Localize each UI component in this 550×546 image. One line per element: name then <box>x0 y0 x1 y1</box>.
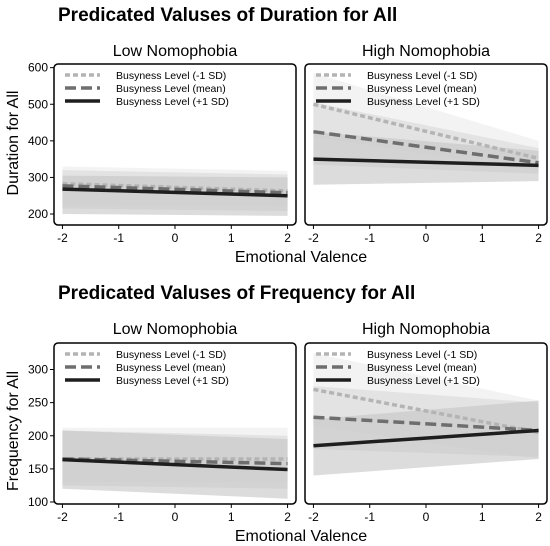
x-tick-label: -1 <box>364 510 375 524</box>
legend-label: Busyness Level (+1 SD) <box>116 96 229 108</box>
legend-label: Busyness Level (-1 SD) <box>116 70 226 82</box>
series-line-duration-low-2 <box>62 187 288 198</box>
series-line-duration-high-2 <box>313 157 539 168</box>
x-tick-label: -1 <box>364 231 375 245</box>
series-line-frequency-high-0 <box>313 387 539 435</box>
x-tick-label: -2 <box>308 510 319 524</box>
legend-label: Busyness Level (+1 SD) <box>116 375 229 387</box>
series-line-frequency-high-1 <box>313 415 539 433</box>
facet-label-frequency-high: High Nomophobia <box>362 321 490 338</box>
series-line-duration-low-1 <box>62 184 288 195</box>
chart-title-frequency: Predicated Valuses of Frequency for All <box>58 283 415 304</box>
plot-duration-low-nomophobia: -2 -1 0 1 2 200 300 400 500 600 Busyness Level (-1… <box>28 61 297 245</box>
x-tick-label: -2 <box>308 231 319 245</box>
y-tick-label: 400 <box>28 134 48 148</box>
x-tick-label: 2 <box>535 510 542 524</box>
x-tick-label: -2 <box>57 231 68 245</box>
legend-label: Busyness Level (mean) <box>116 83 226 95</box>
legend-label: Busyness Level (-1 SD) <box>116 349 226 361</box>
ci-band-duration-high-2 <box>313 131 539 185</box>
x-tick-label: -1 <box>113 231 124 245</box>
series-line-duration-high-1 <box>313 129 539 165</box>
x-axis-label-duration: Emotional Valence <box>235 249 367 266</box>
y-axis-label-duration: Duration for All <box>5 91 22 196</box>
y-tick-label: 100 <box>28 495 48 509</box>
x-tick-label: 2 <box>284 510 291 524</box>
y-tick-label: 300 <box>28 363 48 377</box>
x-tick-label: 0 <box>172 510 179 524</box>
x-tick-label: 0 <box>423 231 430 245</box>
x-axis-label-frequency: Emotional Valence <box>235 528 367 545</box>
x-tick-label: -2 <box>57 510 68 524</box>
chart-title-duration: Predicated Valuses of Duration for All <box>58 5 397 26</box>
x-tick-label: 2 <box>284 231 291 245</box>
y-axis-label-frequency: Frequency for All <box>5 371 22 491</box>
legend-label: Busyness Level (mean) <box>367 362 477 374</box>
x-tick-label: 1 <box>228 231 235 245</box>
series-line-duration-low-0 <box>62 181 288 193</box>
x-tick-label: 0 <box>172 231 179 245</box>
x-tick-label: -1 <box>113 510 124 524</box>
y-tick-label: 150 <box>28 462 48 476</box>
y-tick-label: 300 <box>28 170 48 184</box>
facet-label-frequency-low: Low Nomophobia <box>113 321 238 338</box>
x-tick-label: 1 <box>479 231 486 245</box>
x-tick-label: 1 <box>479 510 486 524</box>
y-tick-label: 200 <box>28 207 48 221</box>
facet-label-duration-low: Low Nomophobia <box>113 43 238 60</box>
legend-label: Busyness Level (-1 SD) <box>367 70 477 82</box>
legend-label: Busyness Level (+1 SD) <box>367 375 480 387</box>
x-tick-label: 1 <box>228 510 235 524</box>
y-tick-label: 200 <box>28 429 48 443</box>
series-line-duration-high-0 <box>313 102 539 161</box>
y-tick-label: 250 <box>28 396 48 410</box>
legend-label: Busyness Level (+1 SD) <box>367 96 480 108</box>
series-line-frequency-low-2 <box>62 457 288 472</box>
legend-label: Busyness Level (mean) <box>367 83 477 95</box>
y-tick-label: 600 <box>28 61 48 75</box>
legend-label: Busyness Level (-1 SD) <box>367 349 477 361</box>
facet-label-duration-high: High Nomophobia <box>362 43 490 60</box>
series-line-frequency-high-2 <box>313 428 539 448</box>
x-tick-label: 0 <box>423 510 430 524</box>
y-tick-label: 500 <box>28 97 48 111</box>
plot-frequency-low-nomophobia: -2 -1 0 1 2 100 150 200 250 300 Busyness Level (-1… <box>28 342 297 524</box>
legend-label: Busyness Level (mean) <box>116 362 226 374</box>
x-tick-label: 2 <box>535 231 542 245</box>
